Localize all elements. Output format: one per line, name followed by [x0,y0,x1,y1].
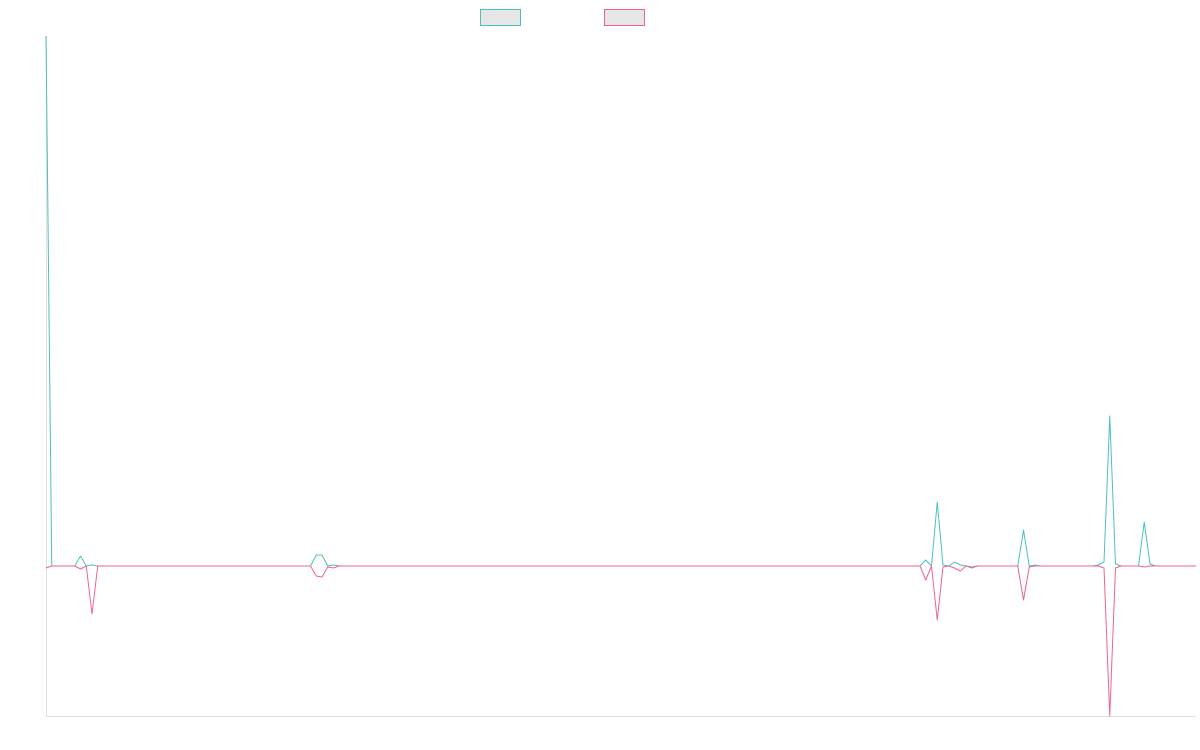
legend-swatch-series-1[interactable] [480,9,521,26]
legend-swatch-series-2[interactable] [604,9,645,26]
series-line-1 [45,35,1196,569]
plot-area [45,35,1196,717]
series-line-2 [45,565,1196,717]
series-layer [45,35,1196,717]
legend [480,9,645,26]
